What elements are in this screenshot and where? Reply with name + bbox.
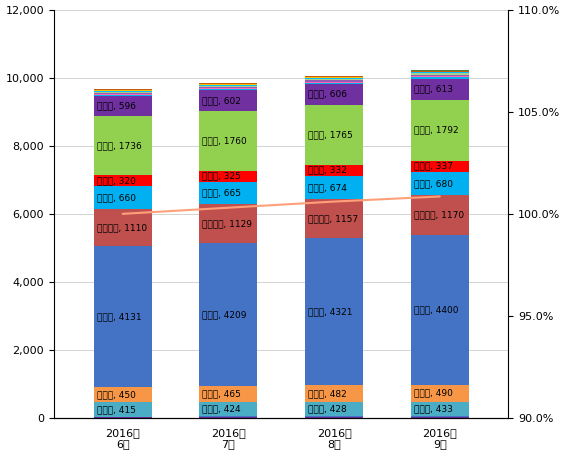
Text: 千葉県, 450: 千葉県, 450 bbox=[97, 390, 136, 399]
Bar bbox=[411, 71, 469, 72]
Bar bbox=[93, 175, 152, 186]
Bar bbox=[199, 85, 258, 86]
Bar bbox=[93, 91, 152, 93]
Bar bbox=[93, 116, 152, 175]
Bar bbox=[199, 182, 258, 204]
Bar bbox=[199, 171, 258, 182]
Bar bbox=[305, 83, 363, 84]
Bar bbox=[199, 402, 258, 416]
Text: 千葉県, 465: 千葉県, 465 bbox=[203, 389, 241, 399]
Text: 京都府, 337: 京都府, 337 bbox=[414, 162, 453, 171]
Bar bbox=[411, 100, 469, 161]
Text: 兵庫県, 602: 兵庫県, 602 bbox=[203, 96, 241, 105]
Bar bbox=[305, 176, 363, 199]
Text: 埼玉県, 433: 埼玉県, 433 bbox=[414, 404, 453, 414]
Bar bbox=[199, 386, 258, 402]
Bar bbox=[305, 82, 363, 83]
Text: 大阪府, 1736: 大阪府, 1736 bbox=[97, 142, 142, 150]
Bar bbox=[411, 77, 469, 79]
Text: 埼玉県, 415: 埼玉県, 415 bbox=[97, 405, 136, 414]
Text: 千葉県, 482: 千葉県, 482 bbox=[308, 389, 347, 398]
Bar bbox=[305, 105, 363, 165]
Bar bbox=[411, 402, 469, 416]
Bar bbox=[305, 78, 363, 79]
Bar bbox=[93, 90, 152, 91]
Text: 大阪府, 1765: 大阪府, 1765 bbox=[308, 130, 353, 139]
Text: 東京都, 4400: 東京都, 4400 bbox=[414, 305, 458, 314]
Text: 京都府, 332: 京都府, 332 bbox=[308, 166, 347, 175]
Bar bbox=[93, 96, 152, 116]
Text: 埼玉県, 424: 埼玉県, 424 bbox=[203, 405, 241, 414]
Bar bbox=[305, 84, 363, 105]
Text: 兵庫県, 596: 兵庫県, 596 bbox=[97, 101, 136, 111]
Bar bbox=[305, 199, 363, 238]
Bar bbox=[305, 402, 363, 416]
Bar bbox=[411, 73, 469, 75]
Text: 埼玉県, 428: 埼玉県, 428 bbox=[308, 404, 347, 414]
Bar bbox=[199, 204, 258, 243]
Bar bbox=[93, 95, 152, 96]
Bar bbox=[199, 87, 258, 88]
Text: 京都府, 320: 京都府, 320 bbox=[97, 176, 136, 185]
Text: 大阪府, 1760: 大阪府, 1760 bbox=[203, 136, 247, 145]
Text: 千葉県, 490: 千葉県, 490 bbox=[414, 389, 453, 398]
Bar bbox=[305, 79, 363, 80]
Bar bbox=[411, 161, 469, 172]
Bar bbox=[199, 84, 258, 85]
Bar bbox=[93, 387, 152, 403]
Bar bbox=[411, 79, 469, 100]
Bar bbox=[411, 75, 469, 76]
Bar bbox=[199, 89, 258, 91]
Bar bbox=[199, 91, 258, 111]
Bar bbox=[305, 416, 363, 417]
Bar bbox=[305, 80, 363, 82]
Text: 兵庫県, 606: 兵庫県, 606 bbox=[308, 90, 347, 99]
Bar bbox=[199, 417, 258, 418]
Bar bbox=[411, 195, 469, 235]
Text: 神奈川県, 1129: 神奈川県, 1129 bbox=[203, 219, 252, 228]
Bar bbox=[305, 238, 363, 385]
Bar bbox=[199, 86, 258, 87]
Bar bbox=[199, 88, 258, 89]
Bar bbox=[93, 94, 152, 95]
Text: 神奈川県, 1157: 神奈川県, 1157 bbox=[308, 214, 358, 223]
Bar bbox=[305, 165, 363, 176]
Bar bbox=[93, 93, 152, 94]
Bar bbox=[411, 416, 469, 417]
Bar bbox=[199, 243, 258, 386]
Text: 愛知県, 674: 愛知県, 674 bbox=[308, 183, 347, 192]
Text: 東京都, 4209: 東京都, 4209 bbox=[203, 310, 247, 319]
Bar bbox=[411, 385, 469, 402]
Bar bbox=[411, 417, 469, 418]
Text: 神奈川県, 1110: 神奈川県, 1110 bbox=[97, 223, 147, 232]
Text: 神奈川県, 1170: 神奈川県, 1170 bbox=[414, 211, 464, 220]
Bar bbox=[199, 83, 258, 84]
Bar bbox=[93, 209, 152, 247]
Bar bbox=[411, 70, 469, 71]
Bar bbox=[199, 416, 258, 417]
Text: 京都府, 325: 京都府, 325 bbox=[203, 172, 241, 181]
Bar bbox=[199, 111, 258, 171]
Bar bbox=[411, 172, 469, 195]
Bar bbox=[305, 417, 363, 418]
Bar bbox=[411, 76, 469, 77]
Bar bbox=[93, 403, 152, 417]
Text: 兵庫県, 613: 兵庫県, 613 bbox=[414, 85, 453, 94]
Text: 愛知県, 660: 愛知県, 660 bbox=[97, 193, 136, 202]
Text: 愛知県, 665: 愛知県, 665 bbox=[203, 189, 242, 197]
Bar bbox=[411, 72, 469, 73]
Text: 大阪府, 1792: 大阪府, 1792 bbox=[414, 126, 458, 135]
Bar bbox=[411, 235, 469, 385]
Bar bbox=[93, 186, 152, 209]
Text: 東京都, 4131: 東京都, 4131 bbox=[97, 312, 142, 321]
Bar bbox=[305, 76, 363, 77]
Bar bbox=[93, 247, 152, 387]
Bar bbox=[305, 77, 363, 78]
Bar bbox=[93, 89, 152, 90]
Bar bbox=[93, 417, 152, 418]
Text: 東京都, 4321: 東京都, 4321 bbox=[308, 307, 353, 316]
Bar bbox=[305, 385, 363, 402]
Text: 愛知県, 680: 愛知県, 680 bbox=[414, 179, 453, 188]
